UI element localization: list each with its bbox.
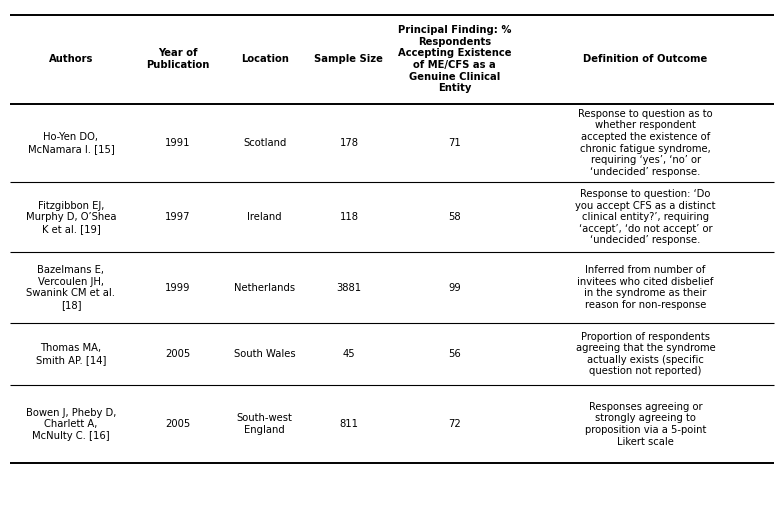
Text: Proportion of respondents
agreeing that the syndrome
actually exists (specific
q: Proportion of respondents agreeing that … bbox=[575, 332, 716, 376]
Text: South-west
England: South-west England bbox=[237, 414, 292, 435]
Text: 1997: 1997 bbox=[165, 212, 191, 222]
Text: Sample Size: Sample Size bbox=[314, 54, 383, 64]
Text: 71: 71 bbox=[448, 138, 461, 148]
Text: Netherlands: Netherlands bbox=[234, 282, 295, 293]
Text: Responses agreeing or
strongly agreeing to
proposition via a 5-point
Likert scal: Responses agreeing or strongly agreeing … bbox=[585, 402, 706, 446]
Text: 118: 118 bbox=[339, 212, 358, 222]
Text: Ho-Yen DO,
McNamara I. [15]: Ho-Yen DO, McNamara I. [15] bbox=[27, 132, 114, 153]
Text: 3881: 3881 bbox=[336, 282, 361, 293]
Text: Response to question as to
whether respondent
accepted the existence of
chronic : Response to question as to whether respo… bbox=[579, 109, 713, 177]
Text: 1999: 1999 bbox=[165, 282, 191, 293]
Text: 99: 99 bbox=[448, 282, 461, 293]
Text: 811: 811 bbox=[339, 419, 358, 429]
Text: Definition of Outcome: Definition of Outcome bbox=[583, 54, 708, 64]
Text: Bowen J, Pheby D,
Charlett A,
McNulty C. [16]: Bowen J, Pheby D, Charlett A, McNulty C.… bbox=[26, 408, 116, 441]
Text: 56: 56 bbox=[448, 349, 461, 359]
Text: Location: Location bbox=[241, 54, 289, 64]
Text: Scotland: Scotland bbox=[243, 138, 286, 148]
Text: Response to question: ‘Do
you accept CFS as a distinct
clinical entity?’, requir: Response to question: ‘Do you accept CFS… bbox=[575, 189, 716, 245]
Text: Thomas MA,
Smith AP. [14]: Thomas MA, Smith AP. [14] bbox=[36, 343, 106, 364]
Text: 2005: 2005 bbox=[165, 349, 191, 359]
Text: Principal Finding: %
Respondents
Accepting Existence
of ME/CFS as a
Genuine Clin: Principal Finding: % Respondents Accepti… bbox=[398, 25, 511, 93]
Text: 58: 58 bbox=[448, 212, 461, 222]
Text: Year of
Publication: Year of Publication bbox=[146, 49, 209, 70]
Text: 2005: 2005 bbox=[165, 419, 191, 429]
Text: South Wales: South Wales bbox=[234, 349, 296, 359]
Text: 178: 178 bbox=[339, 138, 358, 148]
Text: Bazelmans E,
Vercoulen JH,
Swanink CM et al.
[18]: Bazelmans E, Vercoulen JH, Swanink CM et… bbox=[27, 265, 115, 310]
Text: 1991: 1991 bbox=[165, 138, 191, 148]
Text: Authors: Authors bbox=[49, 54, 93, 64]
Text: Fitzgibbon EJ,
Murphy D, O’Shea
K et al. [19]: Fitzgibbon EJ, Murphy D, O’Shea K et al.… bbox=[26, 200, 116, 234]
Text: 72: 72 bbox=[448, 419, 461, 429]
Text: Ireland: Ireland bbox=[247, 212, 282, 222]
Text: 45: 45 bbox=[343, 349, 355, 359]
Text: Inferred from number of
invitees who cited disbelief
in the syndrome as their
re: Inferred from number of invitees who cit… bbox=[578, 265, 713, 310]
